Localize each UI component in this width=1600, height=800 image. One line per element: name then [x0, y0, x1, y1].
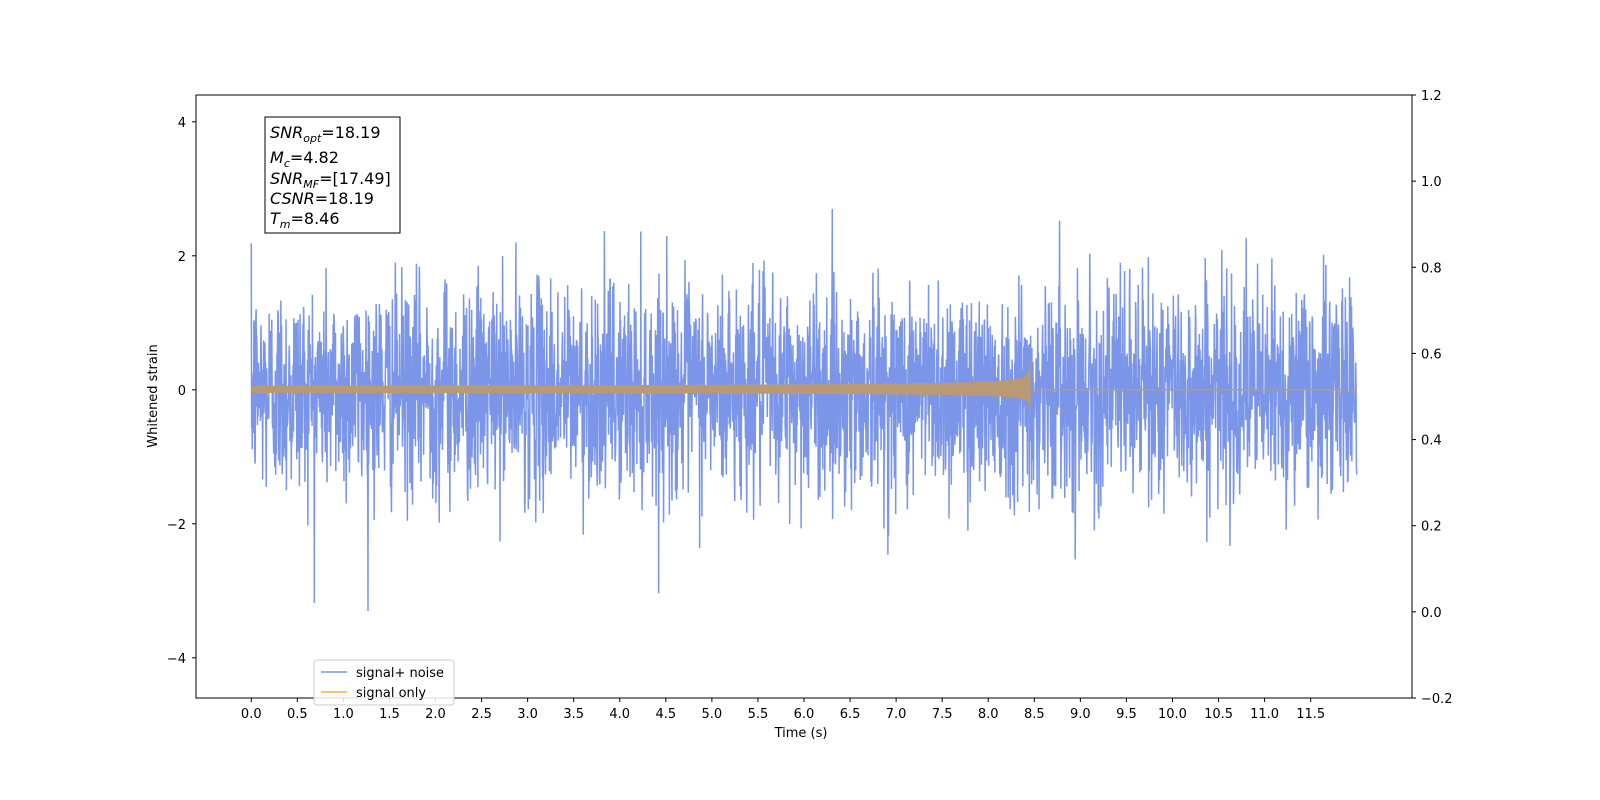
x-tick-label: 4.5: [655, 707, 676, 722]
legend: signal+ noise signal only: [313, 659, 455, 706]
y2-tick-label: 0.6: [1421, 347, 1442, 362]
x-tick-label: 5.5: [748, 707, 769, 722]
y-axis-right: −0.2 0.0 0.2 0.4 0.6 0.8 1.0 1.2: [1412, 89, 1453, 707]
legend-frame: [313, 659, 455, 706]
x-tick-label: 0.5: [287, 707, 308, 722]
x-tick-label: 4.0: [609, 707, 630, 722]
y2-tick-label: 0.0: [1421, 606, 1442, 621]
signal-envelope: [251, 359, 1031, 413]
stat-value: =18.19: [321, 123, 380, 142]
stat-line: SNRMF=[17.49]: [270, 169, 391, 191]
x-tick-label: 0.0: [241, 707, 262, 722]
x-tick-label: 8.5: [1024, 707, 1045, 722]
stat-symbol: T: [270, 209, 281, 228]
x-tick-label: 9.0: [1070, 707, 1091, 722]
legend-label-signal-plus-noise: signal+ noise: [356, 666, 444, 681]
stat-line: Tm=8.46: [270, 209, 340, 231]
stat-symbol: CSNR: [270, 189, 315, 208]
stat-subscript: c: [284, 157, 290, 170]
stat-line: CSNR=18.19: [270, 189, 374, 208]
noise-line: [250, 208, 1358, 612]
stats-box-frame: [264, 116, 401, 234]
x-tick-label: 11.0: [1250, 707, 1279, 722]
y2-tick-label: 0.4: [1421, 434, 1442, 449]
x-tick-label: 9.5: [1116, 707, 1137, 722]
y-tick-label: 0: [178, 384, 186, 399]
x-tick-label: 7.0: [886, 707, 907, 722]
x-tick-label: 8.0: [978, 707, 999, 722]
y2-tick-label: 1.2: [1421, 89, 1442, 104]
x-tick-label: 3.5: [563, 707, 584, 722]
x-tick-label: 1.0: [333, 707, 354, 722]
stat-symbol: SNR: [270, 169, 303, 188]
x-axis: 0.0 0.5 1.0 1.5 2.0 2.5 3.0 3.5 4.0 4.5 5.0 5.5 6.0 6…: [241, 698, 1325, 722]
y2-tick-label: 0.8: [1421, 261, 1442, 276]
x-tick-label: 5.0: [702, 707, 723, 722]
series-signal-only: [251, 359, 1357, 413]
x-tick-label: 2.5: [471, 707, 492, 722]
x-tick-label: 7.5: [932, 707, 953, 722]
stat-line: Mc=4.82: [270, 148, 339, 170]
x-tick-label: 10.0: [1158, 707, 1187, 722]
stat-value: =4.82: [290, 148, 339, 167]
stat-symbol: SNR: [270, 123, 303, 142]
stat-line: SNRopt=18.19: [270, 123, 381, 145]
x-tick-label: 2.0: [425, 707, 446, 722]
x-tick-label: 3.0: [517, 707, 538, 722]
series-signal-plus-noise: [250, 208, 1358, 612]
x-tick-label: 10.5: [1204, 707, 1233, 722]
y-axis-left: −4 −2 0 2 4: [167, 116, 196, 667]
y-tick-label: 2: [178, 250, 186, 265]
y2-tick-label: 0.2: [1421, 520, 1442, 535]
x-tick-label: 6.0: [794, 707, 815, 722]
x-tick-label: 11.5: [1296, 707, 1325, 722]
y-tick-label: −2: [167, 518, 186, 533]
stat-value: =[17.49]: [319, 169, 391, 188]
y-axis-title: Whitened strain: [146, 344, 161, 447]
y-tick-label: 4: [178, 116, 186, 131]
stat-value: =18.19: [315, 189, 374, 208]
y2-tick-label: 1.0: [1421, 175, 1442, 190]
stats-annotation-box: SNRopt=18.19Mc=4.82SNRMF=[17.49]CSNR=18.…: [264, 116, 401, 234]
legend-label-signal-only: signal only: [356, 686, 426, 701]
stat-value: =8.46: [291, 209, 340, 228]
x-tick-label: 1.5: [379, 707, 400, 722]
stat-subscript: opt: [303, 132, 322, 145]
x-axis-title: Time (s): [774, 726, 828, 741]
stat-symbol: M: [270, 148, 284, 167]
stat-subscript: m: [280, 218, 291, 231]
y2-tick-label: −0.2: [1421, 692, 1453, 707]
y-tick-label: −4: [167, 652, 186, 667]
stat-subscript: MF: [303, 178, 319, 191]
x-tick-label: 6.5: [840, 707, 861, 722]
